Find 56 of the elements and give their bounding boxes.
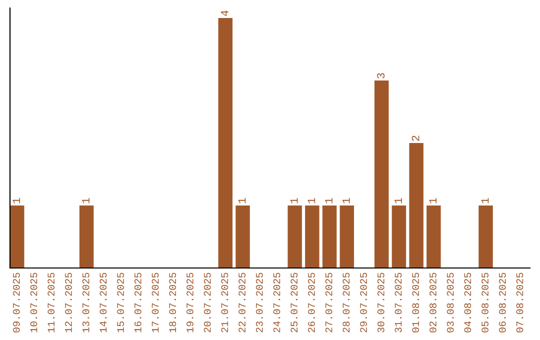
x-tick-label: 20.07.2025 bbox=[204, 272, 211, 332]
data-label: 4 bbox=[220, 10, 228, 16]
bar bbox=[374, 80, 389, 268]
x-tick-label: 23.07.2025 bbox=[256, 272, 263, 332]
bar bbox=[79, 206, 94, 268]
bar bbox=[288, 206, 302, 268]
x-tick-label: 04.08.2025 bbox=[464, 272, 472, 332]
x-tick-label: 31.07.2025 bbox=[394, 272, 402, 332]
x-tick-label: 09.07.2025 bbox=[12, 272, 20, 332]
bar bbox=[218, 18, 233, 268]
x-tick-label: 12.07.2025 bbox=[65, 272, 72, 332]
data-label: 1 bbox=[481, 198, 489, 204]
x-tick-label: 27.07.2025 bbox=[325, 272, 332, 332]
data-label: 1 bbox=[342, 198, 350, 204]
data-label: 1 bbox=[290, 198, 298, 204]
data-label: 1 bbox=[308, 198, 316, 204]
x-tick-label: 14.07.2025 bbox=[100, 272, 107, 332]
x-tick-label: 30.07.2025 bbox=[377, 272, 384, 332]
bar bbox=[236, 206, 250, 268]
x-tick-label: 17.07.2025 bbox=[152, 272, 159, 332]
bar bbox=[392, 206, 406, 268]
data-label: 3 bbox=[377, 73, 385, 78]
data-label: 1 bbox=[394, 198, 402, 204]
data-label: 1 bbox=[429, 198, 437, 204]
data-label: 1 bbox=[82, 198, 90, 204]
x-tick-label: 26.07.2025 bbox=[308, 272, 315, 332]
x-tick-label: 05.08.2025 bbox=[482, 272, 488, 332]
bar bbox=[305, 206, 320, 268]
x-tick-label: 29.07.2025 bbox=[360, 272, 367, 332]
data-label: 1 bbox=[325, 198, 332, 204]
bar bbox=[322, 206, 337, 268]
x-tick-label: 24.07.2025 bbox=[273, 272, 280, 332]
x-tick-label: 01.08.2025 bbox=[412, 272, 420, 332]
bar bbox=[409, 143, 424, 268]
data-label: 1 bbox=[238, 198, 246, 204]
x-tick-label: 15.07.2025 bbox=[117, 272, 124, 332]
x-tick-label: 25.07.2025 bbox=[290, 272, 298, 332]
x-tick-label: 22.07.2025 bbox=[238, 272, 246, 332]
bar bbox=[478, 206, 493, 268]
x-tick-label: 02.08.2025 bbox=[430, 272, 436, 332]
x-tick-label: 21.07.2025 bbox=[221, 272, 228, 332]
x-tick-label: 19.07.2025 bbox=[186, 272, 194, 332]
bar bbox=[340, 206, 354, 268]
bar bbox=[426, 206, 441, 268]
data-label: 1 bbox=[12, 198, 20, 204]
x-tick-label: 07.08.2025 bbox=[516, 272, 524, 332]
x-tick-label: 28.07.2025 bbox=[342, 272, 350, 332]
x-tick-label: 03.08.2025 bbox=[446, 272, 454, 332]
x-tick-label: 16.07.2025 bbox=[134, 272, 142, 332]
x-tick-label: 06.08.2025 bbox=[498, 272, 506, 332]
x-tick-label: 10.07.2025 bbox=[30, 272, 38, 332]
x-tick-label: 13.07.2025 bbox=[82, 272, 90, 332]
data-label: 2 bbox=[412, 136, 420, 141]
x-tick-label: 18.07.2025 bbox=[169, 272, 176, 332]
bar bbox=[10, 206, 24, 268]
x-tick-label: 11.07.2025 bbox=[48, 272, 55, 332]
